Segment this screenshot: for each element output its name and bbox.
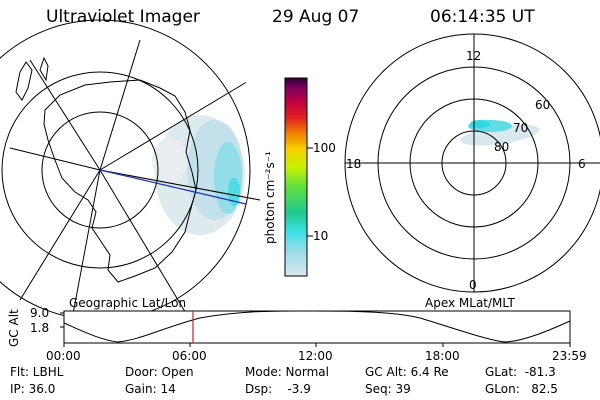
date-label: 29 Aug 07 xyxy=(272,7,360,27)
colorbar-unit-label: photon cm⁻²s⁻¹ xyxy=(263,151,277,244)
aurora-emission-apex xyxy=(460,120,540,146)
seq-info: Seq: 39 xyxy=(365,382,411,396)
orbit-xtick-2359: 23:59 xyxy=(552,349,587,363)
orbit-xtick-0000: 00:00 xyxy=(46,349,81,363)
orbit-ylabel: GC Alt xyxy=(7,309,21,347)
colorbar-tick-100: 100 xyxy=(313,141,336,155)
aurora-emission-geo xyxy=(152,115,245,235)
geographic-panel-label: Geographic Lat/Lon xyxy=(69,296,187,310)
colorbar-tick-10: 10 xyxy=(313,229,329,243)
dsp-info: Dsp: -3.9 xyxy=(245,382,311,396)
app-title: Ultraviolet Imager xyxy=(46,7,200,27)
orbit-ytick-low: 1.8 xyxy=(30,321,50,335)
gain-info: Gain: 14 xyxy=(125,382,176,396)
mlt-label-12: 12 xyxy=(466,49,482,63)
apex-panel-label: Apex MLat/MLT xyxy=(425,296,515,310)
gc-alt-info: GC Alt: 6.4 Re xyxy=(365,365,449,379)
mlat-label-70: 70 xyxy=(513,121,529,135)
glon-info: GLon: 82.5 xyxy=(485,382,558,396)
time-label: 06:14:35 UT xyxy=(430,7,535,27)
orbit-xtick-1200: 12:00 xyxy=(298,349,333,363)
orbit-xtick-1800: 18:00 xyxy=(425,349,460,363)
mlat-label-80: 80 xyxy=(494,140,510,154)
mlat-label-60: 60 xyxy=(535,98,551,112)
glat-info: GLat: -81.3 xyxy=(485,365,556,379)
magnetic-pointer-line xyxy=(99,169,247,205)
mode-info: Mode: Normal xyxy=(245,365,329,379)
mlt-label-0: 0 xyxy=(469,278,477,292)
mlt-label-18: 18 xyxy=(346,157,362,171)
orbit-ytick-high: 9.0 xyxy=(30,306,50,320)
altitude-curve xyxy=(63,310,571,343)
orbit-xtick-0600: 06:00 xyxy=(172,349,207,363)
apex-polar-plot xyxy=(344,33,600,293)
geographic-map xyxy=(0,19,261,331)
mlt-label-6: 6 xyxy=(578,157,586,171)
coastline xyxy=(43,79,197,283)
orbit-altitude-plot xyxy=(60,310,571,347)
colorbar xyxy=(284,77,313,277)
door-info: Door: Open xyxy=(125,365,194,379)
filter-info: Flt: LBHL xyxy=(10,365,64,379)
ip-info: IP: 36.0 xyxy=(10,382,56,396)
